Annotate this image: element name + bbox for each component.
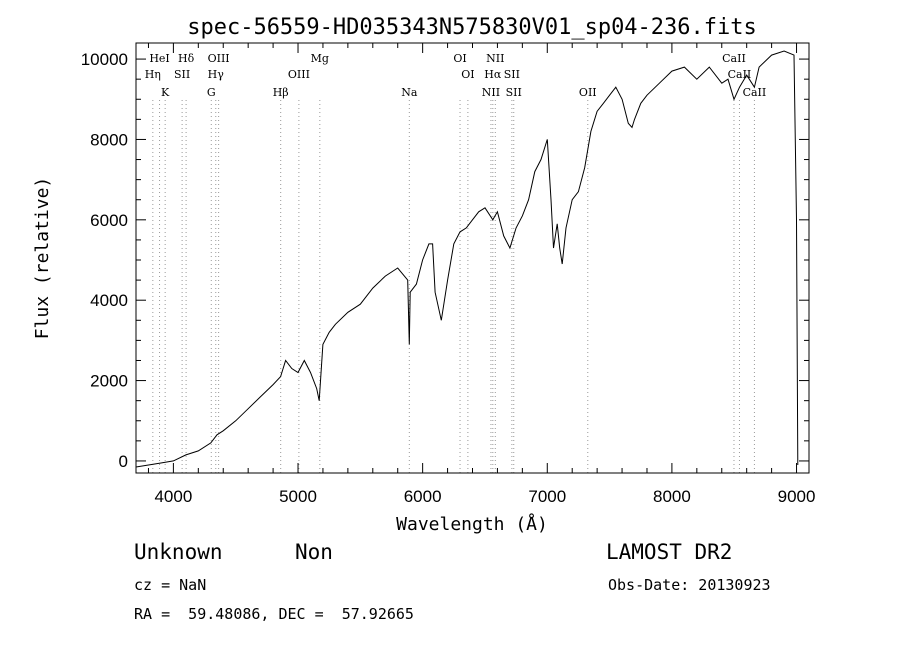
line-label: K	[161, 86, 170, 99]
x-tick-label: 7000	[528, 487, 566, 506]
line-label: Mg	[311, 52, 329, 65]
x-tick-label: 5000	[279, 487, 317, 506]
line-label: HeI	[149, 52, 169, 65]
line-label: NII	[482, 86, 500, 99]
x-tick-label: 4000	[154, 487, 192, 506]
line-label: CaII	[743, 86, 767, 99]
y-tick-label: 2000	[90, 372, 128, 391]
line-label: G	[207, 86, 216, 99]
subclass-label: Non	[295, 540, 333, 564]
plot-frame	[135, 42, 810, 474]
spectrum-line	[135, 50, 799, 468]
y-tick-label: 0	[119, 452, 128, 471]
y-tick-label: 10000	[81, 50, 128, 69]
obs-date-label: Obs-Date: 20130923	[608, 576, 771, 594]
y-axis-label: Flux (relative)	[32, 177, 53, 340]
y-tick-label: 6000	[90, 211, 128, 230]
radec-label: RA = 59.48086, DEC = 57.92665	[134, 605, 414, 623]
y-tick-label: 4000	[90, 291, 128, 310]
line-label: OIII	[208, 52, 230, 65]
x-tick-label: 6000	[404, 487, 442, 506]
y-tick-label: 8000	[90, 130, 128, 149]
line-label: SII	[174, 68, 190, 81]
x-axis-label: Wavelength (Å)	[396, 513, 548, 535]
line-label: Hγ	[208, 68, 225, 81]
x-tick-label: 8000	[653, 487, 691, 506]
line-label: Na	[401, 86, 418, 99]
class-label: Unknown	[134, 540, 223, 564]
survey-label: LAMOST DR2	[606, 540, 733, 564]
line-label: Hβ	[273, 86, 289, 99]
line-label: Hη	[145, 68, 161, 81]
line-label: Hδ	[178, 52, 195, 65]
spectral-line-markers	[152, 100, 755, 473]
line-label: OI	[461, 68, 474, 81]
line-label: OIII	[288, 68, 310, 81]
line-label: CaII	[722, 52, 746, 65]
line-label: SII	[506, 86, 522, 99]
line-label: SII	[504, 68, 520, 81]
line-label: OI	[453, 52, 466, 65]
cz-label: cz = NaN	[134, 576, 207, 594]
line-label: CaII	[728, 68, 752, 81]
line-label: Hα	[484, 68, 502, 81]
x-tick-label: 9000	[778, 487, 816, 506]
x-axis: 4000 5000 6000 7000 8000 9000	[147, 43, 816, 506]
y-axis: 0 2000 4000 6000 8000 10000	[81, 50, 809, 471]
chart-title: spec-56559-HD035343N575830V01_sp04-236.f…	[187, 15, 757, 40]
line-label: NII	[486, 52, 504, 65]
line-label: OII	[579, 86, 597, 99]
